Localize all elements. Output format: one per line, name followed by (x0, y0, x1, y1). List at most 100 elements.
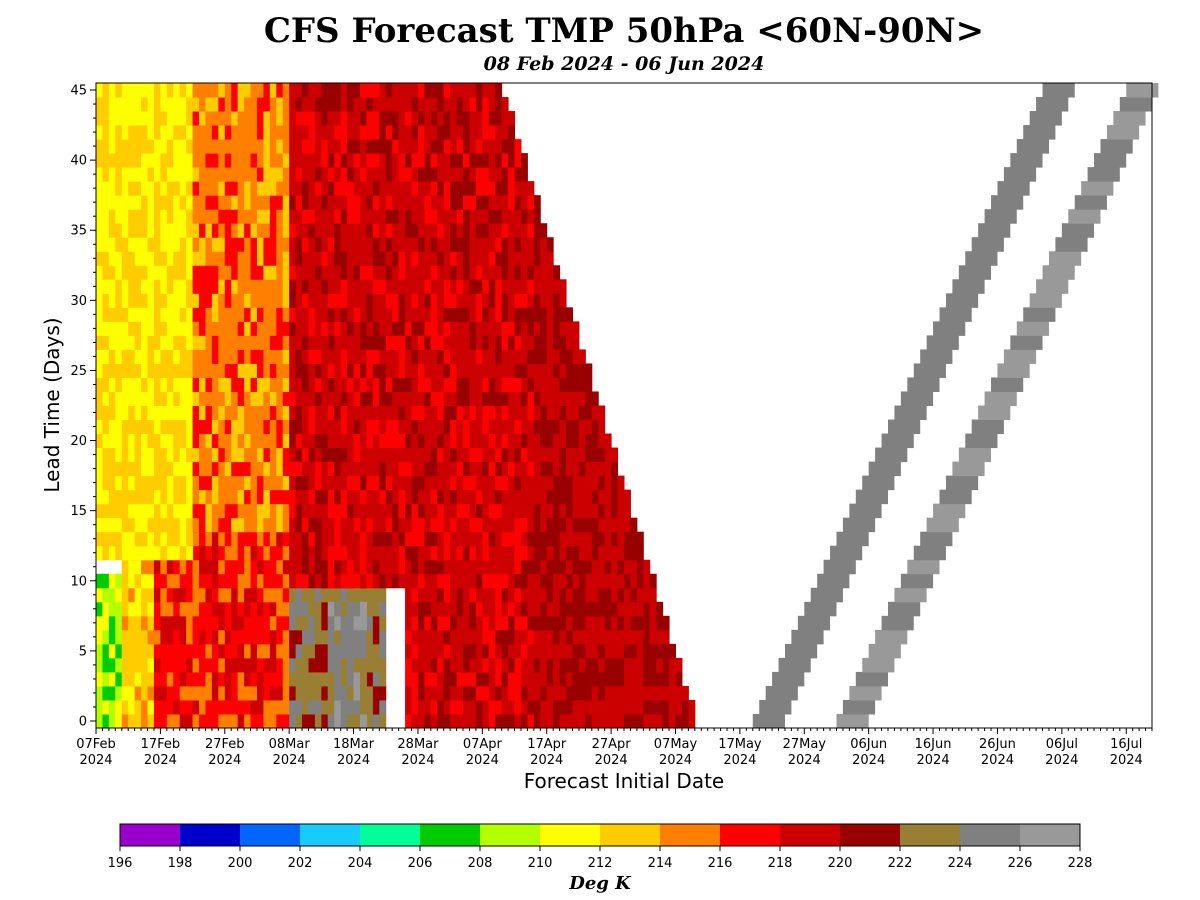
heatmap-cell (237, 97, 245, 112)
colorbar-tick-label: 222 (888, 856, 913, 871)
heatmap-cell (134, 265, 142, 280)
heatmap-cell (456, 461, 464, 477)
heatmap-cell (295, 139, 303, 154)
heatmap-cell (675, 671, 683, 687)
heatmap-cell (430, 153, 438, 168)
heatmap-cell (643, 615, 651, 631)
heatmap-cell (250, 321, 258, 336)
heatmap-cell (314, 321, 322, 336)
heatmap-cell (308, 559, 316, 575)
heatmap-cell (450, 503, 458, 519)
heatmap-cell (469, 559, 477, 575)
heatmap-cell (96, 699, 103, 715)
heatmap-cell (263, 363, 271, 378)
heatmap-cell (463, 363, 470, 378)
heatmap-cell (360, 349, 367, 364)
heatmap-cell (218, 335, 226, 350)
heatmap-cell (591, 489, 599, 505)
heatmap-cell (527, 349, 535, 364)
heatmap-cell (147, 657, 155, 673)
heatmap-cell (566, 433, 573, 449)
heatmap-cell (546, 545, 554, 561)
heatmap-cell (360, 601, 367, 617)
heatmap-cell (437, 293, 445, 308)
heatmap-cell (186, 657, 194, 673)
heatmap-cell (469, 307, 477, 322)
heatmap-cell (636, 545, 644, 561)
heatmap-cell (559, 699, 567, 715)
heatmap-cell (520, 405, 528, 421)
heatmap-cell (437, 545, 445, 561)
heatmap-cell (256, 657, 264, 673)
heatmap-cell (179, 279, 187, 294)
heatmap-cell (269, 279, 277, 294)
heatmap-cell (514, 195, 522, 210)
heatmap-cell (398, 251, 406, 266)
band-cell (894, 405, 927, 421)
heatmap-cell (186, 629, 194, 645)
heatmap-cell (179, 335, 187, 350)
heatmap-cell (353, 97, 361, 112)
heatmap-cell (443, 97, 451, 112)
heatmap-cell (636, 713, 644, 729)
heatmap-cell (256, 629, 264, 645)
heatmap-cell (463, 587, 470, 603)
heatmap-cell (424, 111, 432, 126)
heatmap-cell (192, 713, 200, 729)
heatmap-cell (546, 517, 554, 533)
heatmap-cell (256, 559, 264, 575)
heatmap-cell (334, 503, 342, 519)
heatmap-cell (340, 349, 348, 364)
heatmap-cell (302, 139, 309, 154)
heatmap-cell (372, 629, 380, 645)
heatmap-cell (205, 223, 213, 238)
x-tick-label: 18Mar (333, 737, 375, 752)
heatmap-cell (289, 209, 297, 224)
heatmap-cell (282, 657, 290, 673)
heatmap-cell (211, 265, 219, 280)
heatmap-cell (437, 615, 445, 631)
heatmap-cell (153, 125, 161, 140)
heatmap-cell (179, 181, 187, 196)
heatmap-cell (147, 559, 155, 575)
heatmap-cell (463, 685, 470, 701)
heatmap-cell (147, 699, 155, 715)
heatmap-cell (314, 307, 322, 322)
heatmap-cell (424, 391, 432, 406)
heatmap-cell (321, 531, 329, 547)
heatmap-cell (179, 363, 187, 378)
heatmap-cell (450, 657, 458, 673)
heatmap-cell (218, 321, 226, 336)
heatmap-cell (398, 573, 406, 589)
heatmap-cell (295, 321, 303, 336)
heatmap-cell (482, 335, 490, 350)
heatmap-cell (398, 307, 406, 322)
heatmap-cell (482, 657, 490, 673)
heatmap-cell (160, 181, 168, 196)
heatmap-cell (96, 601, 103, 617)
heatmap-cell (231, 629, 239, 645)
heatmap-cell (540, 321, 548, 336)
heatmap-cell (508, 573, 516, 589)
heatmap-cell (166, 447, 174, 463)
heatmap-cell (546, 279, 554, 294)
heatmap-cell (153, 181, 161, 196)
band-cell (1061, 223, 1095, 238)
heatmap-cell (430, 447, 438, 463)
heatmap-cell (102, 587, 110, 603)
heatmap-cell (456, 335, 464, 350)
heatmap-cell (366, 97, 374, 112)
heatmap-cell (166, 307, 174, 322)
heatmap-cell (186, 251, 194, 266)
heatmap-cell (340, 573, 348, 589)
heatmap-cell (572, 531, 580, 547)
heatmap-cell (643, 685, 651, 701)
heatmap-cell (160, 447, 168, 463)
heatmap-cell (334, 223, 342, 238)
band-cell (939, 307, 972, 322)
heatmap-cell (108, 139, 116, 154)
heatmap-cell (405, 405, 413, 421)
heatmap-cell (417, 307, 425, 322)
heatmap-cell (179, 97, 187, 112)
heatmap-cell (314, 573, 322, 589)
